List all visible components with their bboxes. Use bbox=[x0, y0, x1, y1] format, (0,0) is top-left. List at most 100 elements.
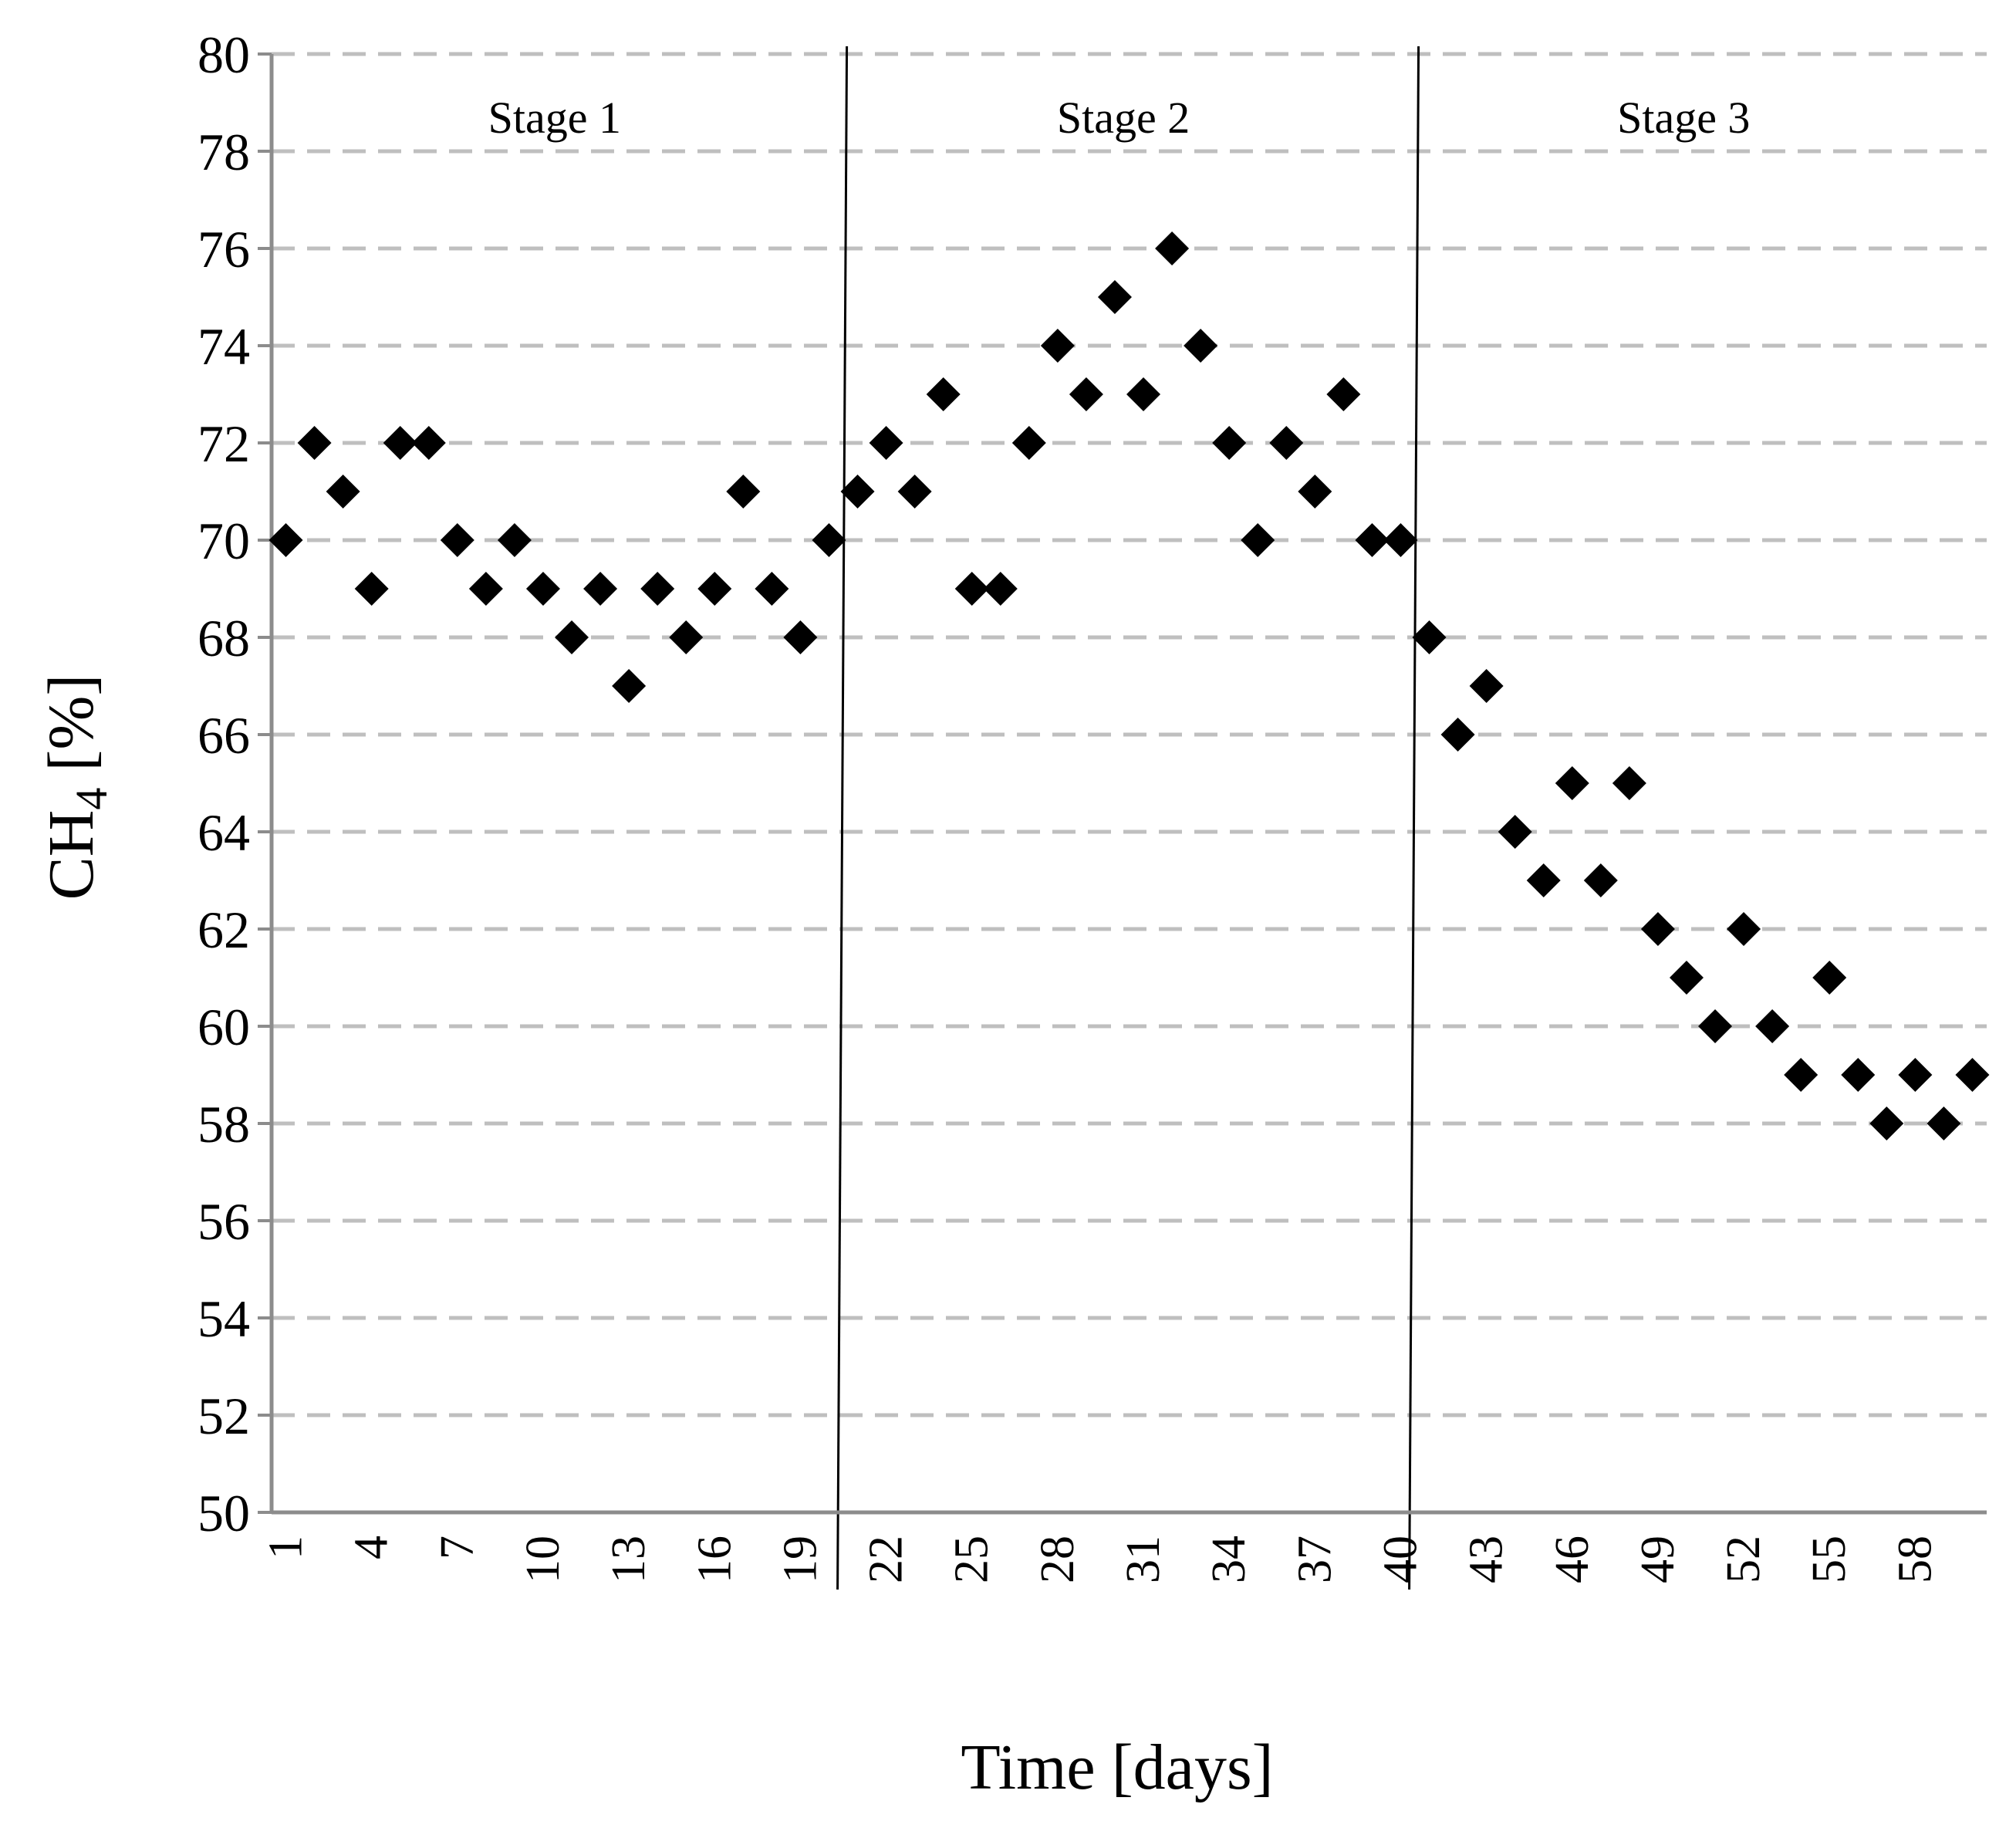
x-tick-label: 4 bbox=[346, 1536, 398, 1559]
data-point bbox=[1784, 1058, 1818, 1092]
data-point bbox=[1669, 961, 1704, 995]
x-tick-label: 22 bbox=[860, 1536, 913, 1583]
data-point bbox=[640, 572, 675, 606]
gridlines bbox=[258, 52, 1987, 1514]
y-tick-label: 72 bbox=[198, 414, 250, 473]
data-point bbox=[612, 669, 647, 703]
data-point bbox=[1355, 523, 1390, 557]
data-point bbox=[411, 426, 446, 460]
y-tick-label: 70 bbox=[198, 512, 250, 570]
data-point bbox=[1755, 1009, 1790, 1043]
axes bbox=[269, 54, 1987, 1515]
data-point bbox=[1383, 523, 1418, 557]
data-point bbox=[383, 426, 417, 460]
data-point bbox=[525, 572, 560, 606]
data-point bbox=[1526, 863, 1561, 897]
y-tick-labels: 50 52 54 56 58 60 62 64 66 68 70 72 74 76 78 80 bbox=[198, 25, 250, 1542]
data-point bbox=[297, 426, 332, 460]
data-point bbox=[1841, 1058, 1876, 1092]
data-point bbox=[869, 426, 903, 460]
stage-divider bbox=[836, 46, 849, 1590]
data-point bbox=[840, 475, 875, 508]
x-tick-label: 7 bbox=[431, 1536, 484, 1559]
data-point bbox=[1326, 377, 1361, 411]
stage-divider bbox=[1408, 46, 1420, 1590]
data-point bbox=[669, 620, 704, 654]
data-point bbox=[812, 523, 846, 557]
x-tick-label: 13 bbox=[603, 1536, 655, 1583]
data-point bbox=[1241, 523, 1275, 557]
data-point bbox=[1927, 1107, 1961, 1140]
data-point bbox=[1555, 766, 1589, 800]
y-axis-label: CH4 [%] bbox=[35, 674, 117, 900]
data-point bbox=[354, 572, 389, 606]
data-point bbox=[1126, 377, 1161, 411]
data-point bbox=[1155, 231, 1190, 265]
y-tick-label: 74 bbox=[198, 317, 250, 376]
x-tick-label: 10 bbox=[517, 1536, 569, 1583]
data-point bbox=[1727, 912, 1761, 946]
y-tick-label: 50 bbox=[198, 1484, 250, 1542]
y-tick-label: 76 bbox=[198, 220, 250, 279]
x-tick-label: 28 bbox=[1032, 1536, 1084, 1583]
data-point bbox=[1184, 329, 1218, 363]
data-point bbox=[1498, 815, 1532, 849]
data-point bbox=[983, 572, 1018, 606]
x-tick-label: 19 bbox=[774, 1536, 826, 1583]
y-tick-label: 52 bbox=[198, 1387, 250, 1445]
x-axis-label: Time [days] bbox=[961, 1732, 1273, 1803]
y-tick-label: 78 bbox=[198, 123, 250, 181]
x-tick-label: 25 bbox=[946, 1536, 998, 1583]
x-tick-label: 49 bbox=[1632, 1536, 1684, 1583]
data-point bbox=[783, 620, 818, 654]
data-point bbox=[468, 572, 503, 606]
x-tick-label: 34 bbox=[1203, 1536, 1255, 1583]
data-point bbox=[1412, 620, 1447, 654]
data-point bbox=[697, 572, 732, 606]
data-point bbox=[583, 572, 618, 606]
stage-label: Stage 1 bbox=[488, 93, 621, 143]
y-tick-label: 64 bbox=[198, 803, 250, 862]
x-tick-label: 46 bbox=[1546, 1536, 1599, 1583]
y-tick-label: 60 bbox=[198, 998, 250, 1056]
data-point bbox=[1469, 669, 1504, 703]
data-point bbox=[497, 523, 532, 557]
stage-label: Stage 2 bbox=[1057, 93, 1190, 143]
data-point bbox=[954, 572, 989, 606]
data-point bbox=[1812, 961, 1847, 995]
data-point bbox=[1640, 912, 1675, 946]
data-point bbox=[1583, 863, 1618, 897]
data-point bbox=[1269, 426, 1304, 460]
data-point bbox=[926, 377, 961, 411]
data-point bbox=[268, 523, 303, 557]
data-point bbox=[1898, 1058, 1933, 1092]
y-tick-label: 62 bbox=[198, 900, 250, 959]
x-tick-label: 55 bbox=[1803, 1536, 1856, 1583]
x-tick-label: 52 bbox=[1717, 1536, 1770, 1583]
x-tick-label: 37 bbox=[1288, 1536, 1341, 1583]
stage-dividers: Stage 1 Stage 2 Stage 3 bbox=[488, 46, 1750, 1590]
data-point bbox=[1955, 1058, 1990, 1092]
y-axis-label-subscript: 4 bbox=[66, 788, 117, 810]
y-axis-label-main: CH bbox=[35, 810, 107, 900]
data-point bbox=[1698, 1009, 1733, 1043]
x-tick-labels: 1 4 7 10 13 16 19 22 25 28 31 34 37 40 43 46 49 52 55 58 bbox=[260, 1536, 1942, 1583]
data-point bbox=[1298, 475, 1332, 508]
stage-label: Stage 3 bbox=[1617, 93, 1750, 143]
y-tick-label: 58 bbox=[198, 1095, 250, 1154]
data-point bbox=[755, 572, 789, 606]
x-tick-label: 16 bbox=[688, 1536, 741, 1583]
x-tick-label: 1 bbox=[260, 1536, 312, 1559]
y-tick-label: 66 bbox=[198, 706, 250, 765]
x-tick-label: 43 bbox=[1461, 1536, 1513, 1583]
y-tick-label: 68 bbox=[198, 609, 250, 667]
y-tick-label: 54 bbox=[198, 1289, 250, 1348]
data-point bbox=[1612, 766, 1646, 800]
data-point bbox=[555, 620, 589, 654]
x-tick-label: 40 bbox=[1374, 1536, 1427, 1583]
x-tick-label: 31 bbox=[1117, 1536, 1170, 1583]
data-point bbox=[1069, 377, 1103, 411]
data-point bbox=[897, 475, 932, 508]
